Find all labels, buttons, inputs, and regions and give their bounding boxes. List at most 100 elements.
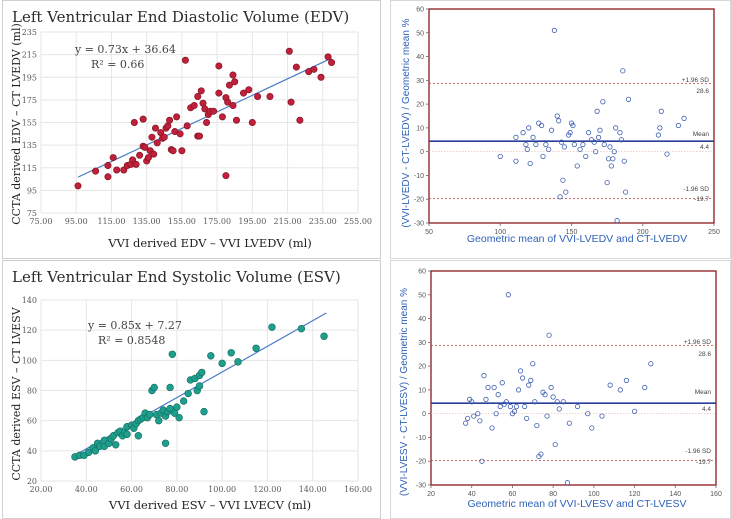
data-point [166,116,174,124]
y-tick-label: 80 [27,387,37,396]
data-point [548,127,555,133]
data-point [618,137,624,143]
y-tick-label: 40 [418,316,426,323]
data-point [153,139,161,147]
data-point [528,377,534,383]
y-tick-label: 10 [416,125,424,132]
data-point [160,133,168,141]
data-point [229,102,237,110]
data-point [463,420,469,426]
data-point [134,432,143,440]
data-point [546,332,552,338]
data-point [475,411,481,417]
y-tick-label: 100 [22,356,37,365]
x-tick-label: 195.00 [238,217,266,226]
data-point [200,407,208,416]
data-point [469,399,475,405]
x-tick-label: 100.00 [208,485,236,494]
data-point [585,411,591,417]
data-point [564,480,570,486]
data-point [485,384,491,391]
data-point [593,149,599,155]
y-tick-label: 40 [416,54,424,61]
data-point [524,415,530,422]
y-tick-label: 20 [27,477,37,486]
data-point [560,399,566,405]
x-tick-label: 135.00 [133,217,161,226]
data-point [558,139,565,145]
data-point [129,156,137,164]
data-point [538,451,544,457]
data-point [136,151,144,159]
data-point [104,161,112,169]
data-point [178,147,186,155]
data-point [181,56,189,64]
data-point [642,384,648,391]
mean-value: 4.4 [702,406,711,413]
data-point [589,425,595,431]
data-point [203,119,211,127]
trend-line [77,57,332,178]
data-point [497,153,503,160]
data-point [655,132,662,138]
data-point [574,163,580,169]
x-tick-label: 80.00 [165,485,188,494]
data-point [548,384,554,391]
upper-loa-label: +1.96 SD [684,339,712,346]
data-point [104,173,112,181]
x-tick-label: 20.00 [30,485,53,494]
data-point [620,68,626,74]
lower-loa-label: -1.96 SD [685,448,711,455]
y-tick-label: 135 [22,141,37,150]
data-point [550,394,556,400]
y-tick-label: 60 [27,417,37,426]
chart-title: Left Ventricular End Systolic Volume (ES… [12,268,341,286]
x-axis-label: Geometric mean of VVI-LVEDV and CT-LVEDV [467,233,687,245]
mean-label: Mean [693,131,710,138]
data-point [148,133,156,141]
data-point [546,146,552,152]
y-tick-label: 20 [418,364,426,371]
data-point [625,96,632,102]
data-point [563,189,569,195]
esv-bland-altman-panel: 20 40 60 80 100 120 140 160 -30 -20 -10 0 10 20 30 40 5… [390,260,731,519]
y-tick-label: 50 [416,30,424,37]
data-point [505,292,511,298]
regression-equation: y = 0.85x + 7.27 [87,319,182,332]
data-point [499,380,505,386]
data-point [207,352,215,360]
x-axis-label: VVI derived ESV – VVI LVECV (ml) [108,498,311,512]
data-point [524,146,530,152]
edv-bland-altman-panel: 50 100 150 200 250 -30 -20 -10 0 10 20 30 40 50 60 +1… [390,0,731,259]
data-point [229,71,237,79]
data-point [533,141,539,148]
data-point [222,172,230,180]
data-point [175,413,183,422]
data-point [607,382,613,388]
data-point [532,399,538,405]
data-point [617,387,623,393]
data-point [605,156,612,162]
mean-label: Mean [695,389,712,396]
data-point [534,422,540,429]
y-tick-label: 60 [418,269,426,276]
data-point [109,154,117,162]
r-squared: R² = 0.8548 [98,334,165,347]
data-point [483,396,489,402]
x-tick-label: 100 [588,491,600,498]
data-point [586,130,592,136]
data-point [84,448,93,457]
data-point [597,127,603,133]
plot-frame [428,8,715,224]
data-point [613,125,619,131]
y-tick-label: 120 [22,326,37,335]
data-point [610,156,616,162]
data-point [150,150,158,158]
data-point [184,389,192,398]
data-point [600,99,606,105]
data-point [526,125,532,131]
data-point [240,89,248,97]
data-point [183,122,191,130]
lower-loa-value: -19.7 [694,196,709,203]
y-tick-label: 75 [27,209,37,218]
